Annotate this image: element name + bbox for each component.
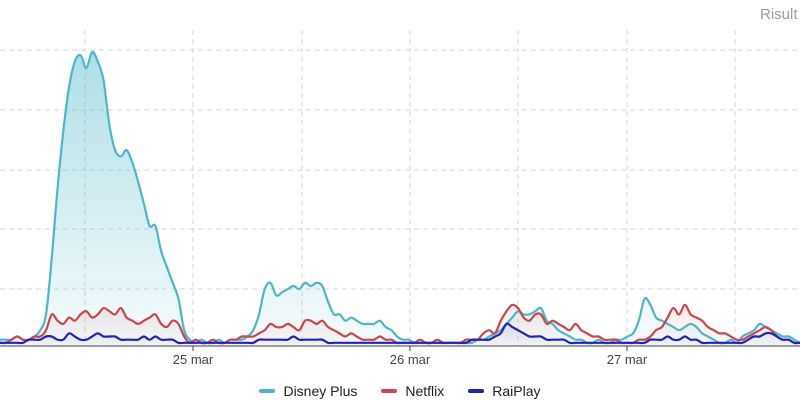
series-area-disney-plus [0,51,800,347]
legend-label-netflix: Netflix [405,383,445,399]
x-tick-label: 25 mar [173,352,214,367]
results-label: Risult [760,6,798,23]
series-line-disney-plus [0,50,800,345]
x-tick-label: 27 mar [607,352,648,367]
legend-swatch-raiplay [468,389,485,393]
legend-item-disney-plus[interactable]: Disney Plus [259,383,357,399]
legend-item-netflix[interactable]: Netflix [381,383,444,399]
line-chart: 25 mar 26 mar 27 mar [0,30,800,367]
legend-label-raiplay: RaiPlay [492,383,541,399]
legend-swatch-disney-plus [259,389,276,393]
chart-legend: Disney Plus Netflix RaiPlay [0,383,800,399]
series-line-raiplay [0,322,800,345]
x-tick-label: 26 mar [390,352,431,367]
series-lines [0,50,800,345]
legend-item-raiplay[interactable]: RaiPlay [468,383,541,399]
x-axis-ticks: 25 mar 26 mar 27 mar [173,346,648,367]
series-areas [0,51,800,347]
legend-swatch-netflix [381,389,398,393]
legend-label-disney-plus: Disney Plus [283,383,358,399]
